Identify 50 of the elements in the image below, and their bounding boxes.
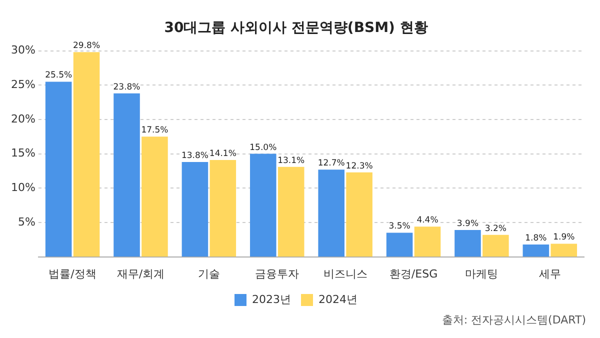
data-label: 15.0% bbox=[250, 142, 277, 153]
data-label: 29.8% bbox=[73, 41, 100, 52]
y-tick-label: 10% bbox=[10, 180, 36, 194]
bar bbox=[250, 154, 276, 257]
bar bbox=[346, 172, 372, 257]
chart-title: 30대그룹 사외이사 전문역량(BSM) 현황 bbox=[164, 20, 428, 36]
data-label: 13.8% bbox=[181, 150, 208, 161]
bar bbox=[278, 166, 304, 257]
bar bbox=[318, 170, 344, 257]
x-tick-label: 기술 bbox=[198, 267, 220, 280]
legend-label: 2024년 bbox=[318, 292, 358, 306]
bar bbox=[522, 244, 550, 257]
bar bbox=[210, 160, 236, 257]
x-tick-label: 세무 bbox=[538, 267, 561, 280]
y-tick-label: 5% bbox=[18, 215, 36, 228]
bar bbox=[386, 232, 413, 257]
data-label: 14.1% bbox=[209, 148, 236, 159]
data-label: 17.5% bbox=[141, 126, 168, 136]
data-label: 4.4% bbox=[416, 216, 438, 226]
bar bbox=[182, 162, 208, 257]
legend-label: 2023년 bbox=[252, 292, 292, 306]
x-tick-label: 금융투자 bbox=[255, 267, 300, 280]
x-tick-label: 환경/ESG bbox=[389, 267, 438, 280]
x-tick-label: 마케팅 bbox=[465, 267, 498, 280]
data-label: 3.2% bbox=[484, 224, 506, 234]
bar bbox=[414, 226, 441, 257]
data-label: 12.3% bbox=[346, 161, 373, 172]
bar bbox=[454, 230, 481, 257]
data-label: 1.8% bbox=[525, 233, 547, 244]
bar bbox=[45, 82, 72, 257]
bar bbox=[482, 234, 509, 257]
bar bbox=[142, 136, 168, 257]
bar bbox=[550, 244, 578, 257]
y-tick-label: 20% bbox=[10, 112, 36, 126]
y-tick-label: 15% bbox=[10, 146, 36, 160]
data-label: 23.8% bbox=[113, 82, 140, 92]
data-label: 1.9% bbox=[553, 232, 575, 243]
x-tick-label: 재무/회계 bbox=[116, 267, 165, 280]
y-tick-label: 30% bbox=[10, 44, 36, 57]
data-label: 3.9% bbox=[456, 218, 479, 229]
bar bbox=[73, 52, 100, 257]
x-tick-label: 비즈니스 bbox=[323, 267, 368, 280]
data-label: 3.5% bbox=[388, 222, 410, 232]
data-label: 13.1% bbox=[278, 156, 305, 166]
data-label: 25.5% bbox=[45, 70, 72, 81]
bar bbox=[114, 93, 140, 257]
source-note: 출처: 전자공시시스템(DART) bbox=[442, 313, 586, 326]
y-tick-label: 25% bbox=[10, 78, 36, 91]
data-label: 12.7% bbox=[318, 158, 345, 169]
x-tick-label: 법률/정책 bbox=[48, 267, 96, 280]
